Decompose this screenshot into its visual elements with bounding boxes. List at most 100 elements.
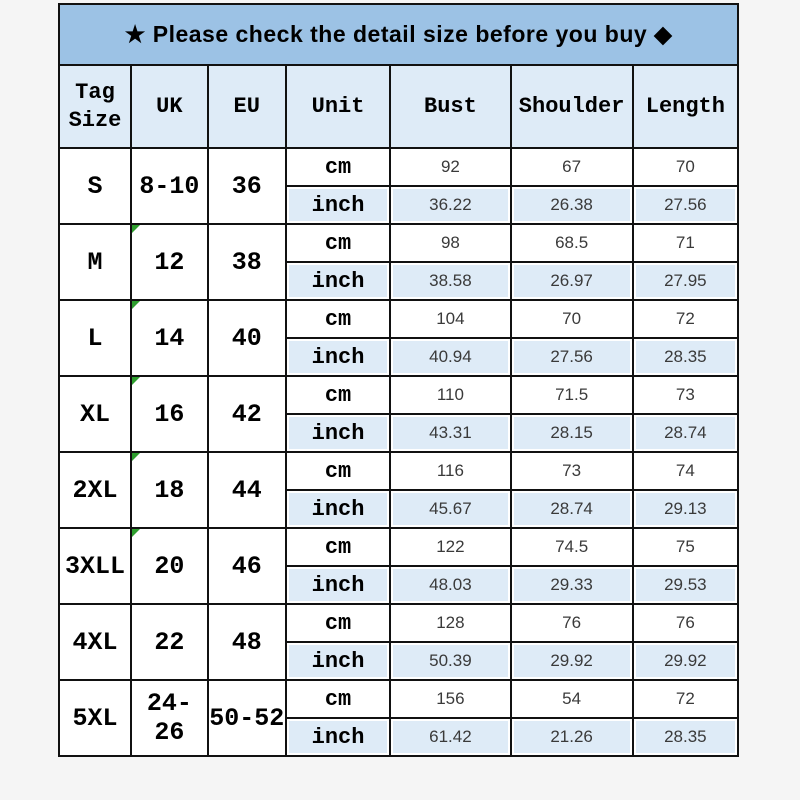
length-inch-value: 28.35 bbox=[631, 337, 740, 377]
unit-cm-cell: cm bbox=[284, 527, 392, 567]
length-inch-value: 27.95 bbox=[631, 261, 740, 301]
uk-label: 12 bbox=[154, 247, 185, 277]
eu-label: 48 bbox=[231, 627, 262, 657]
tag-size-cell: 4XL bbox=[58, 603, 132, 681]
length-cm-value: 71 bbox=[631, 223, 740, 263]
uk-label: 14 bbox=[154, 323, 185, 353]
eu-cell: 36 bbox=[206, 147, 287, 225]
banner-text: ★ Please check the detail size before yo… bbox=[124, 21, 673, 47]
row-2xl-inch: inch 45.67 28.74 29.13 bbox=[59, 489, 740, 529]
unit-inch-cell: inch bbox=[284, 261, 392, 301]
excel-error-flag-icon bbox=[132, 530, 140, 537]
shoulder-inch-value: 29.92 bbox=[509, 641, 634, 681]
header-unit: Unit bbox=[284, 64, 392, 149]
excel-error-flag-icon bbox=[132, 302, 140, 309]
bust-cm-value: 116 bbox=[389, 451, 512, 491]
uk-cell: 8-10 bbox=[129, 147, 209, 225]
shoulder-inch-value: 26.97 bbox=[509, 261, 634, 301]
uk-label: 8-10 bbox=[139, 171, 200, 201]
row-4xl-cm: 4XL 22 48 cm 128 76 76 bbox=[58, 603, 740, 681]
bust-inch-value: 48.03 bbox=[389, 565, 512, 605]
size-chart: ★ Please check the detail size before yo… bbox=[58, 3, 740, 757]
bust-cm-value: 122 bbox=[389, 527, 512, 567]
excel-error-flag-icon bbox=[132, 378, 140, 385]
shoulder-cm-value: 54 bbox=[509, 679, 634, 719]
uk-label: 20 bbox=[154, 551, 185, 581]
row-m-inch: inch 38.58 26.97 27.95 bbox=[59, 261, 740, 301]
shoulder-inch-value: 26.38 bbox=[509, 185, 634, 225]
bust-cm-value: 156 bbox=[389, 679, 512, 719]
length-inch-value: 27.56 bbox=[631, 185, 740, 225]
bust-inch-value: 43.31 bbox=[389, 413, 512, 453]
size-table: Tag Size UK EU Unit Bust Shoulder Length… bbox=[58, 64, 740, 757]
uk-cell: 14 bbox=[129, 299, 209, 377]
bust-inch-value: 40.94 bbox=[389, 337, 512, 377]
length-cm-value: 73 bbox=[631, 375, 740, 415]
bust-inch-value: 36.22 bbox=[389, 185, 512, 225]
row-m-cm: M 12 38 cm 98 68.5 71 bbox=[58, 223, 740, 301]
length-cm-value: 72 bbox=[631, 299, 740, 339]
row-s-inch: inch 36.22 26.38 27.56 bbox=[59, 185, 740, 225]
row-5xl-cm: 5XL 24-26 50-52 cm 156 54 72 bbox=[58, 679, 740, 757]
unit-inch-cell: inch bbox=[284, 641, 392, 681]
bust-inch-value: 61.42 bbox=[389, 717, 512, 757]
tag-size-cell: 5XL bbox=[58, 679, 132, 757]
tag-size-cell: 2XL bbox=[58, 451, 132, 529]
unit-inch-cell: inch bbox=[284, 717, 392, 757]
unit-inch-cell: inch bbox=[284, 489, 392, 529]
shoulder-inch-value: 21.26 bbox=[509, 717, 634, 757]
header-uk: UK bbox=[129, 64, 209, 149]
header-tag-size: Tag Size bbox=[58, 64, 132, 149]
tag-size-label: M bbox=[87, 247, 103, 277]
excel-error-flag-icon bbox=[132, 226, 140, 233]
length-inch-value: 28.74 bbox=[631, 413, 740, 453]
unit-cm-cell: cm bbox=[284, 223, 392, 263]
shoulder-cm-value: 71.5 bbox=[509, 375, 634, 415]
eu-cell: 42 bbox=[206, 375, 287, 453]
bust-inch-value: 50.39 bbox=[389, 641, 512, 681]
unit-cm-cell: cm bbox=[284, 679, 392, 719]
unit-cm-cell: cm bbox=[284, 299, 392, 339]
uk-label: 22 bbox=[154, 627, 185, 657]
row-l-inch: inch 40.94 27.56 28.35 bbox=[59, 337, 740, 377]
uk-label: 18 bbox=[154, 475, 185, 505]
tag-size-cell: M bbox=[58, 223, 132, 301]
tag-size-label: 4XL bbox=[72, 627, 118, 657]
row-xl-cm: XL 16 42 cm 110 71.5 73 bbox=[58, 375, 740, 453]
tag-size-label: S bbox=[87, 171, 103, 201]
header-shoulder: Shoulder bbox=[509, 64, 634, 149]
eu-cell: 48 bbox=[206, 603, 287, 681]
uk-cell: 24-26 bbox=[129, 679, 209, 757]
header-bust: Bust bbox=[389, 64, 512, 149]
unit-inch-cell: inch bbox=[284, 185, 392, 225]
row-4xl-inch: inch 50.39 29.92 29.92 bbox=[59, 641, 740, 681]
eu-cell: 38 bbox=[206, 223, 287, 301]
length-inch-value: 29.13 bbox=[631, 489, 740, 529]
eu-label: 44 bbox=[231, 475, 262, 505]
shoulder-inch-value: 29.33 bbox=[509, 565, 634, 605]
shoulder-cm-value: 74.5 bbox=[509, 527, 634, 567]
eu-label: 40 bbox=[231, 323, 262, 353]
shoulder-cm-value: 70 bbox=[509, 299, 634, 339]
unit-cm-cell: cm bbox=[284, 147, 392, 187]
unit-inch-cell: inch bbox=[284, 337, 392, 377]
length-inch-value: 29.92 bbox=[631, 641, 740, 681]
bust-cm-value: 128 bbox=[389, 603, 512, 643]
tag-size-cell: S bbox=[58, 147, 132, 225]
row-3xll-cm: 3XLL 20 46 cm 122 74.5 75 bbox=[58, 527, 740, 605]
shoulder-cm-value: 73 bbox=[509, 451, 634, 491]
eu-label: 42 bbox=[231, 399, 262, 429]
length-inch-value: 28.35 bbox=[631, 717, 740, 757]
eu-cell: 50-52 bbox=[206, 679, 287, 757]
length-cm-value: 75 bbox=[631, 527, 740, 567]
row-3xll-inch: inch 48.03 29.33 29.53 bbox=[59, 565, 740, 605]
tag-size-cell: XL bbox=[58, 375, 132, 453]
uk-cell: 12 bbox=[129, 223, 209, 301]
length-cm-value: 72 bbox=[631, 679, 740, 719]
bust-cm-value: 104 bbox=[389, 299, 512, 339]
uk-cell: 20 bbox=[129, 527, 209, 605]
header-row: Tag Size UK EU Unit Bust Shoulder Length bbox=[58, 64, 740, 149]
tag-size-label: 2XL bbox=[72, 475, 118, 505]
banner: ★ Please check the detail size before yo… bbox=[58, 3, 739, 66]
